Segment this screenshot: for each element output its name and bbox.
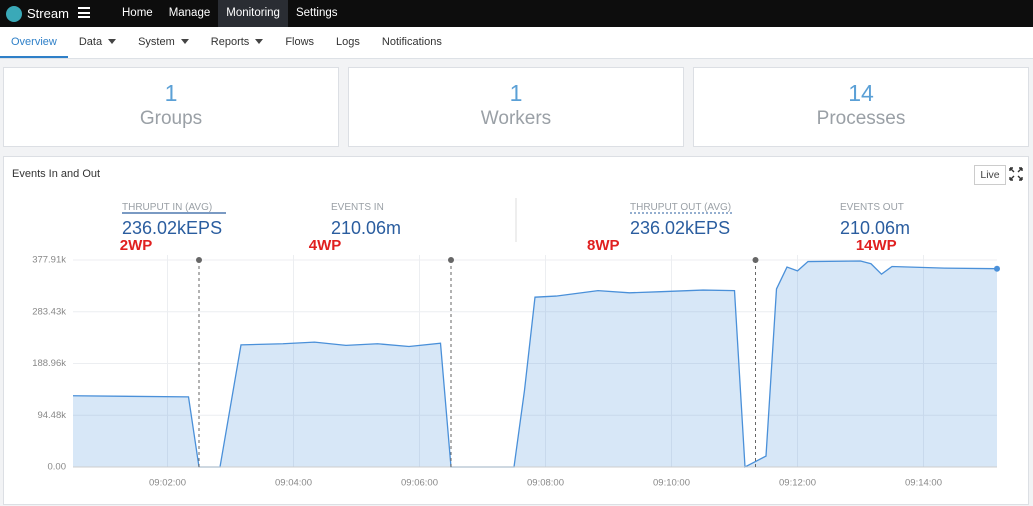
stat-value: 14 [848, 80, 874, 106]
marker-dot [448, 257, 454, 263]
top-nav: Stream Home Manage Monitoring Settings [0, 0, 1033, 27]
expand-button[interactable] [1009, 167, 1023, 181]
stat-label: Workers [480, 108, 552, 129]
brand-name: Stream [27, 6, 69, 21]
stat-label: Groups [139, 108, 203, 129]
live-button[interactable]: Live [974, 165, 1006, 185]
annotation: 2WP [120, 237, 153, 254]
stat-label: Processes [816, 108, 906, 129]
x-tick-label: 09:14:00 [905, 478, 942, 489]
summary-label: THRUPUT IN (AVG) [122, 202, 212, 213]
tab[interactable]: Logs [336, 36, 360, 48]
tab[interactable]: Reports [200, 27, 275, 58]
nav-item[interactable]: Monitoring [218, 0, 288, 27]
x-tick-label: 09:06:00 [401, 478, 438, 489]
annotation: 14WP [856, 237, 897, 254]
tab[interactable]: Overview [0, 27, 68, 58]
marker-dot [196, 257, 202, 263]
nav-item[interactable]: Manage [168, 7, 211, 19]
stat-card: 1 Workers [348, 67, 684, 147]
nav-items: Home Manage Monitoring Settings [114, 0, 346, 27]
marker-dot [752, 257, 759, 263]
y-tick-label: 0.00 [48, 462, 67, 473]
stat-card: 1 Groups [3, 67, 339, 147]
y-tick-label: 94.48k [37, 410, 66, 421]
annotation: 4WP [309, 237, 342, 254]
stat-value: 1 [164, 80, 178, 106]
x-tick-label: 09:12:00 [779, 478, 816, 489]
x-tick-label: 09:02:00 [149, 478, 186, 489]
y-tick-label: 188.96k [32, 358, 66, 369]
summary-value: 210.06m [331, 218, 401, 238]
stat-card: 14 Processes [693, 67, 1029, 147]
stat-value: 1 [509, 80, 523, 106]
logo [6, 5, 22, 22]
tab-bar: Overview Data System Reports Flows Logs Notifi… [0, 27, 1033, 59]
y-tick-label: 283.43k [32, 306, 66, 317]
area [73, 261, 997, 467]
last-point [994, 265, 1000, 272]
tab[interactable]: System [127, 27, 200, 58]
summary-label: EVENTS IN [331, 202, 384, 213]
summary-label: EVENTS OUT [840, 202, 904, 213]
y-tick-label: 377.91k [32, 254, 66, 265]
x-tick-label: 09:10:00 [653, 478, 690, 489]
brand[interactable]: Stream [6, 4, 69, 23]
tab[interactable]: Notifications [381, 36, 442, 48]
summary-label: THRUPUT OUT (AVG) [630, 202, 731, 213]
tab[interactable]: Flows [285, 36, 315, 48]
tab[interactable]: Data [68, 27, 127, 58]
x-tick-label: 09:08:00 [527, 478, 564, 489]
summary-value: 210.06m [840, 218, 910, 238]
nav-item[interactable]: Settings [295, 7, 338, 19]
x-tick-label: 09:04:00 [275, 478, 312, 489]
panel-title: Events In and Out [12, 168, 101, 180]
summary-value: 236.02kEPS [630, 218, 730, 238]
summary-value: 236.02kEPS [122, 218, 222, 238]
line [72, 260, 998, 469]
menu-button[interactable] [78, 7, 90, 18]
annotation: 8WP [587, 237, 620, 254]
nav-item[interactable]: Home [122, 7, 153, 19]
